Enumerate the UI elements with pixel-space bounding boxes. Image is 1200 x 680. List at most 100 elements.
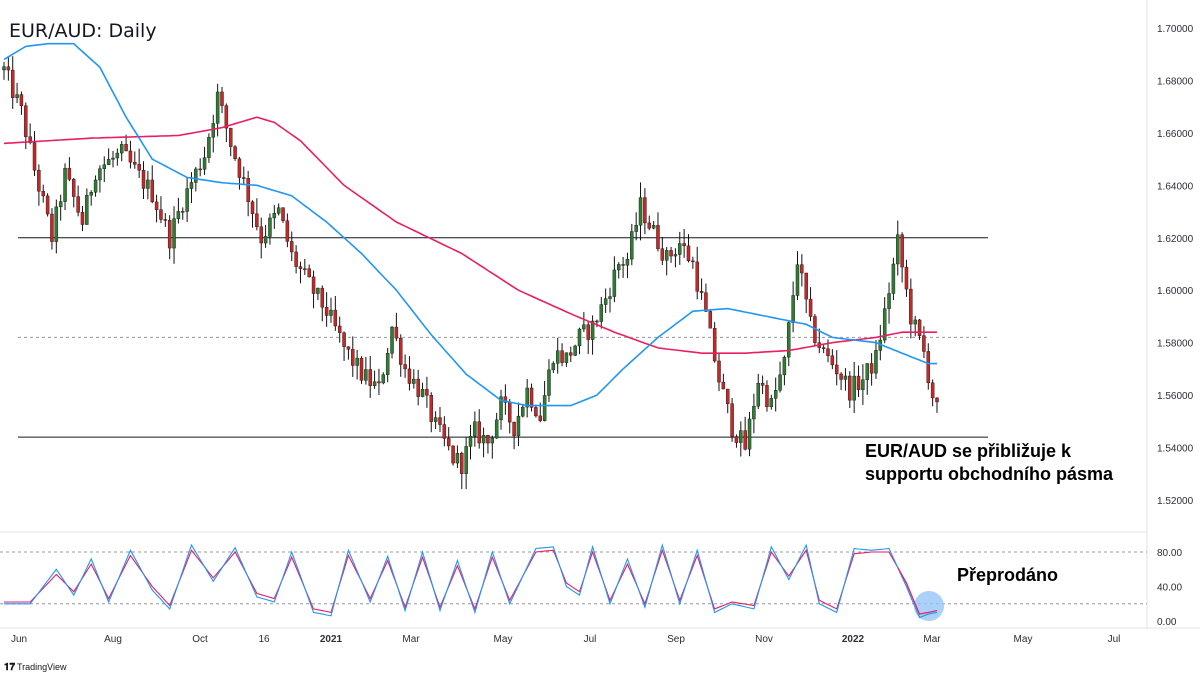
time-tick-label: 16 [258, 634, 270, 645]
candle-body [207, 137, 211, 158]
oversold-highlight [914, 591, 944, 621]
candle-body [233, 146, 237, 159]
candle-body [381, 374, 386, 384]
candle-body [739, 430, 743, 443]
candle-body [712, 327, 717, 362]
candle-body [438, 417, 442, 425]
candle-body [900, 234, 904, 268]
candle-body [377, 381, 381, 384]
moving-averages [3, 42, 937, 407]
candle-body [865, 363, 869, 380]
time-tick-label: May [1014, 634, 1033, 645]
candle-body [281, 207, 285, 221]
oscillator-tick-label: 0.00 [1157, 617, 1177, 628]
candle-body [24, 105, 28, 137]
candle-body [342, 332, 346, 347]
candle-body [19, 94, 24, 106]
candle-body [102, 164, 107, 169]
candle-body [708, 311, 713, 329]
candle-body [821, 347, 826, 349]
candle-body [926, 351, 931, 383]
candle-body [647, 222, 651, 229]
candle-body [399, 338, 403, 365]
time-tick-label: Jun [11, 634, 27, 645]
candle-body [503, 396, 508, 403]
candle-body [551, 363, 556, 371]
candle-body [704, 292, 708, 312]
candle-body [603, 298, 608, 305]
moving-average-pink [3, 116, 937, 355]
time-tick-label: Jul [584, 634, 597, 645]
candle-body [215, 91, 220, 124]
candle-body [695, 261, 699, 292]
candle-body [651, 225, 656, 229]
time-axis: Jun Aug Oct 16 2021 Mar May Jul Sep Nov 2022 Mar May… [11, 634, 1120, 645]
candle-body [656, 225, 660, 249]
candle-body [211, 123, 215, 138]
candle-body [621, 264, 625, 266]
tradingview-logo-icon: 𝟏𝟕 [4, 662, 16, 673]
stochastic-k-line [4, 543, 938, 619]
candle-body [37, 170, 41, 192]
candle-body [228, 127, 233, 147]
candle-body [198, 168, 202, 171]
candle-body [643, 197, 647, 224]
price-tick-label: 1.64000 [1157, 181, 1194, 192]
price-tick-label: 1.54000 [1157, 444, 1194, 455]
candle-body [529, 387, 534, 408]
candle-body [355, 357, 359, 366]
oscillator-tick-label: 40.00 [1157, 583, 1182, 594]
oscillator-levels [0, 551, 1147, 605]
time-tick-label: Oct [192, 634, 208, 645]
candle-body [268, 217, 272, 237]
horizontal-lines [18, 237, 988, 438]
candle-body [346, 346, 351, 350]
candle-body [773, 390, 778, 399]
candle-body [58, 201, 63, 208]
brand-label: TradingView [17, 662, 67, 672]
oscillator-axis: 80.00 40.00 0.00 [1157, 548, 1182, 628]
candle-body [455, 453, 460, 464]
support-annotation-line-1: EUR/AUD se přibližuje k [865, 441, 1072, 461]
stochastic-k-line-highlight [897, 567, 938, 619]
candle-body [547, 369, 551, 396]
candle-body [416, 378, 420, 397]
candle-body [516, 415, 521, 437]
candle-body [163, 219, 168, 221]
candle-body [311, 276, 316, 294]
candle-body [85, 195, 89, 225]
candle-body [586, 324, 590, 340]
candle-body [115, 152, 120, 159]
candle-body [307, 268, 311, 278]
candle-body [913, 319, 917, 325]
support-annotation-line-2: supportu obchodního pásma [865, 464, 1114, 484]
candle-body [721, 381, 726, 390]
candle-body [54, 206, 59, 242]
candle-body [734, 436, 739, 443]
candle-body [904, 266, 909, 290]
candle-body [909, 288, 913, 325]
candle-body [525, 387, 529, 408]
candle-body [599, 304, 604, 322]
candle-body [351, 349, 355, 366]
candle-body [508, 402, 512, 423]
price-tick-label: 1.68000 [1157, 76, 1194, 87]
candle-body [826, 348, 830, 356]
candle-body [608, 296, 612, 299]
candle-body [237, 158, 242, 178]
candle-body [573, 345, 577, 356]
candle-body [542, 395, 547, 421]
candle-body [276, 207, 281, 214]
time-tick-label: Mar [923, 634, 941, 645]
candle-body [32, 142, 37, 171]
candle-body [582, 324, 586, 330]
candle-body [490, 437, 495, 444]
candle-body [512, 421, 516, 437]
tradingview-logo: 𝟏𝟕 TradingView [4, 662, 67, 673]
candle-body [412, 378, 416, 384]
candle-body [560, 350, 564, 363]
candle-body [473, 421, 477, 437]
candle-body [699, 291, 704, 293]
candle-body [337, 325, 342, 333]
